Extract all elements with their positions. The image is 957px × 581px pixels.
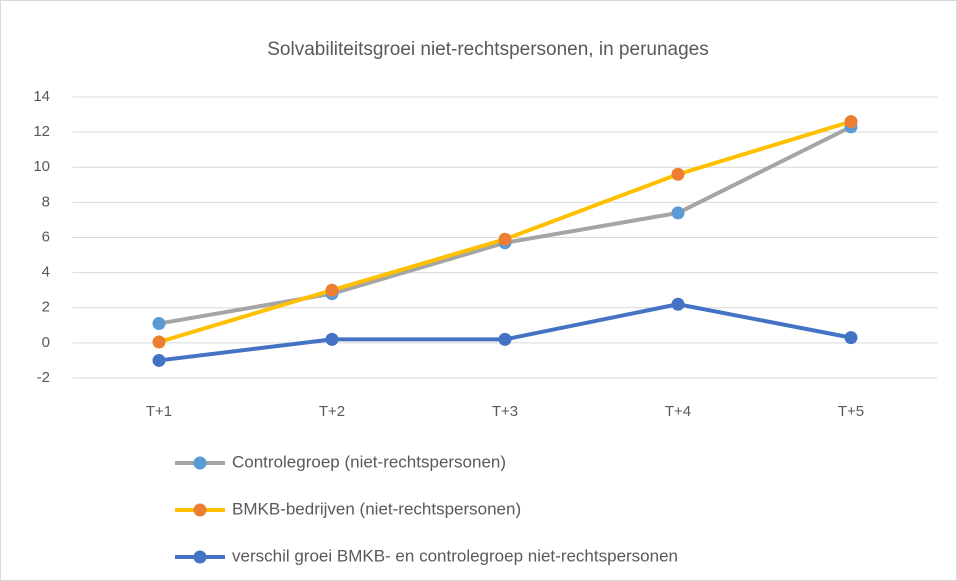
legend-label: verschil groei BMKB- en controlegroep ni… bbox=[232, 546, 678, 565]
data-point bbox=[844, 115, 858, 129]
data-point bbox=[152, 353, 166, 367]
x-tick-label: T+4 bbox=[665, 403, 691, 420]
y-tick-label: 4 bbox=[42, 264, 50, 281]
y-tick-label: 14 bbox=[33, 88, 50, 105]
y-tick-label: 6 bbox=[42, 228, 50, 245]
data-point bbox=[498, 232, 512, 246]
y-tick-label: 8 bbox=[42, 193, 50, 210]
data-point bbox=[844, 331, 858, 345]
legend-label: BMKB-bedrijven (niet-rechtspersonen) bbox=[232, 499, 521, 518]
legend-label: Controlegroep (niet-rechtspersonen) bbox=[232, 452, 506, 471]
data-point bbox=[671, 167, 685, 181]
x-tick-label: T+1 bbox=[146, 403, 172, 420]
data-point bbox=[325, 332, 339, 346]
data-point bbox=[152, 335, 166, 349]
x-tick-label: T+2 bbox=[319, 403, 345, 420]
y-tick-label: 2 bbox=[42, 299, 50, 316]
legend-marker bbox=[193, 456, 207, 470]
y-tick-label: 0 bbox=[42, 334, 50, 351]
x-tick-label: T+3 bbox=[492, 403, 518, 420]
x-tick-label: T+5 bbox=[838, 403, 864, 420]
data-point bbox=[671, 206, 685, 220]
legend-marker bbox=[193, 503, 207, 517]
legend-marker bbox=[193, 550, 207, 564]
y-tick-label: 12 bbox=[33, 123, 50, 140]
data-point bbox=[498, 332, 512, 346]
y-tick-label: 10 bbox=[33, 158, 50, 175]
data-point bbox=[671, 297, 685, 311]
chart-title: Solvabiliteitsgroei niet-rechtspersonen,… bbox=[267, 39, 708, 60]
data-point bbox=[152, 317, 166, 331]
y-tick-label: -2 bbox=[37, 369, 50, 386]
data-point bbox=[325, 283, 339, 297]
